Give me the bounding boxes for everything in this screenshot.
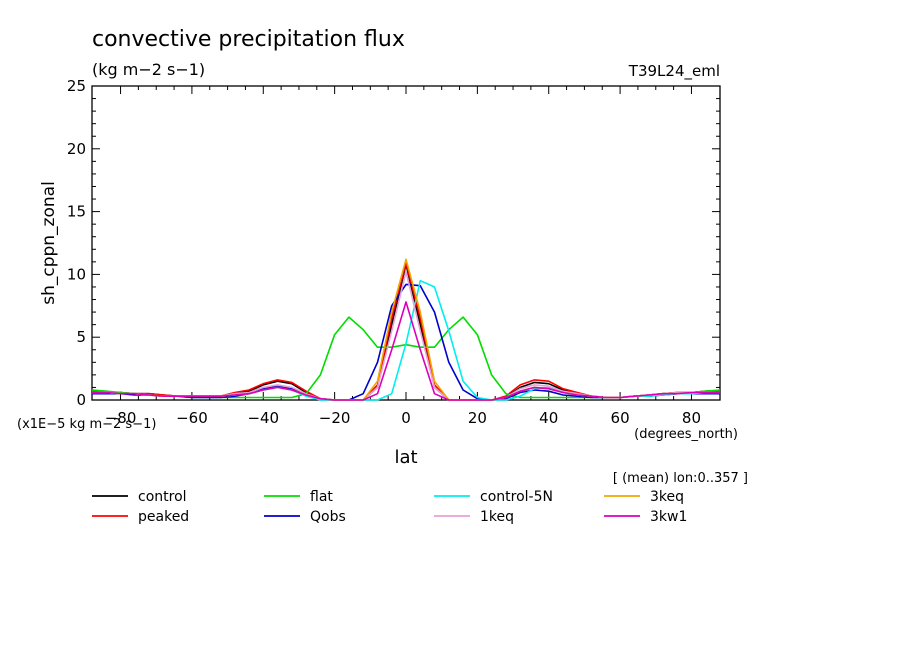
x-tick-label: −60 bbox=[176, 409, 208, 427]
x-tick-label: 40 bbox=[539, 409, 558, 427]
legend-label: 3kw1 bbox=[650, 509, 687, 525]
x-tick-label: 0 bbox=[401, 409, 411, 427]
legend-label: 1keq bbox=[480, 509, 514, 525]
legend-label: Qobs bbox=[310, 509, 346, 525]
chart-title: convective precipitation flux bbox=[92, 27, 405, 52]
legend-label: peaked bbox=[138, 509, 189, 525]
x-tick-label: −80 bbox=[105, 409, 137, 427]
y-tick-label: 0 bbox=[76, 391, 86, 409]
y-tick-labels: 0 5 10 15 20 25 bbox=[67, 77, 86, 409]
legend-label: control-5N bbox=[480, 489, 553, 505]
legend-item: control bbox=[92, 489, 187, 505]
model-label: T39L24_eml bbox=[628, 62, 720, 81]
axis-ticks bbox=[92, 85, 720, 401]
mean-note: [ (mean) lon:0..357 ] bbox=[613, 471, 748, 486]
legend-label: control bbox=[138, 489, 187, 505]
legend-label: flat bbox=[310, 489, 333, 505]
x-tick-label: −20 bbox=[319, 409, 351, 427]
x-tick-label: 20 bbox=[468, 409, 487, 427]
y-tick-label: 20 bbox=[67, 140, 86, 158]
series-line-3keq bbox=[92, 258, 720, 401]
series-line-1keq bbox=[92, 271, 720, 401]
series-line-3kw1 bbox=[92, 301, 720, 401]
chart-subtitle: (kg m−2 s−1) bbox=[92, 60, 205, 79]
y-tick-label: 10 bbox=[67, 265, 86, 283]
x-tick-label: −40 bbox=[247, 409, 279, 427]
y-tick-label: 25 bbox=[67, 77, 86, 95]
x-tick-label: 60 bbox=[611, 409, 630, 427]
legend-item: flat bbox=[264, 489, 333, 505]
plot-series bbox=[91, 258, 721, 401]
x-tick-labels: −80 −60 −40 −20 0 20 40 60 80 bbox=[105, 409, 701, 427]
legend: control flat control-5N 3keq peaked Qobs 1keq 3… bbox=[92, 489, 687, 525]
legend-item: Qobs bbox=[264, 509, 346, 525]
legend-item: 3kw1 bbox=[604, 509, 687, 525]
y-scale-note: (x1E−5 kg m−2 s−1) bbox=[17, 417, 156, 432]
y-tick-label: 15 bbox=[67, 203, 86, 221]
legend-item: peaked bbox=[92, 509, 189, 525]
legend-label: 3keq bbox=[650, 489, 684, 505]
legend-item: 1keq bbox=[434, 509, 514, 525]
x-units: (degrees_north) bbox=[634, 427, 738, 442]
y-axis-label: sh_cppn_zonal bbox=[39, 181, 59, 305]
x-axis-label: lat bbox=[394, 447, 417, 468]
series-line-control-5n bbox=[92, 279, 720, 401]
legend-item: control-5N bbox=[434, 489, 553, 505]
x-tick-label: 80 bbox=[682, 409, 701, 427]
plot-frame bbox=[91, 85, 721, 401]
legend-item: 3keq bbox=[604, 489, 684, 505]
y-tick-label: 5 bbox=[76, 328, 86, 346]
series-line-flat bbox=[91, 316, 721, 399]
